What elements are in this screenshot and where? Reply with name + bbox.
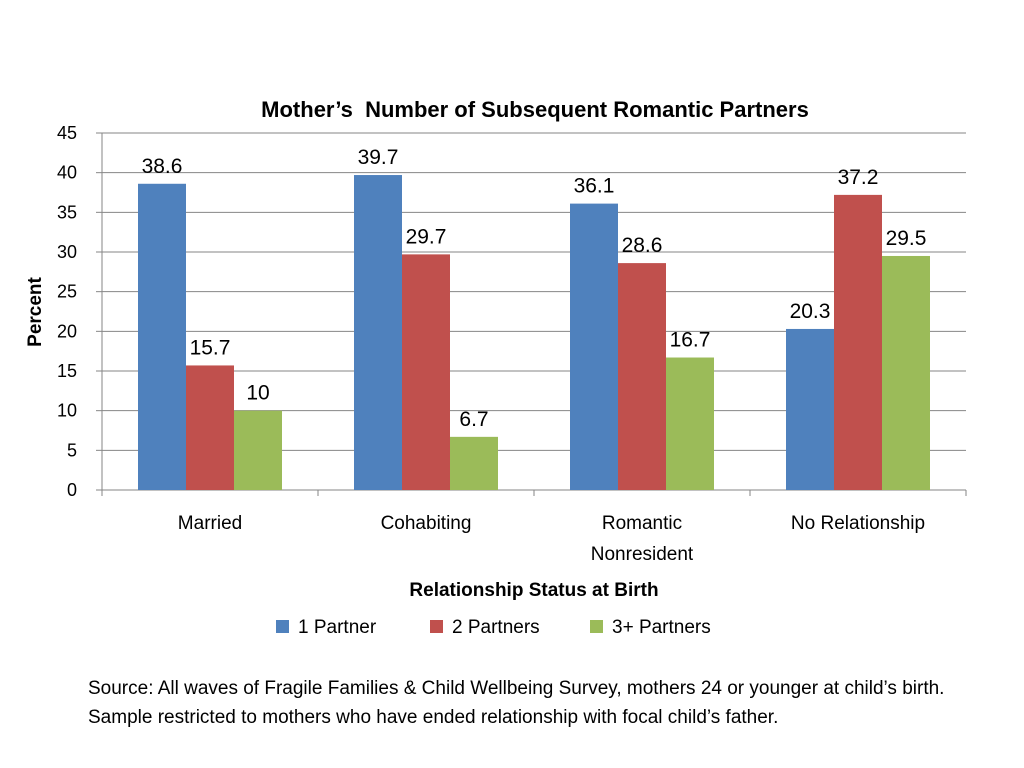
bar-chart: Mother’s Number of Subsequent Romantic P… <box>25 97 967 638</box>
bar <box>234 410 282 490</box>
legend-swatch <box>430 620 443 633</box>
bar <box>186 365 234 490</box>
bar <box>666 357 714 490</box>
data-label: 39.7 <box>358 146 399 169</box>
bar <box>882 255 930 490</box>
legend-label: 2 Partners <box>452 617 540 638</box>
y-tick-label: 45 <box>57 123 77 143</box>
chart-title: Mother’s Number of Subsequent Romantic P… <box>261 97 809 122</box>
legend-swatch <box>590 620 603 633</box>
y-tick-label: 10 <box>57 401 77 421</box>
data-label: 10 <box>246 382 269 405</box>
data-label: 37.2 <box>838 166 879 189</box>
legend-label: 3+ Partners <box>612 617 711 638</box>
bar <box>450 436 498 490</box>
x-category-label: Romantic <box>602 513 682 534</box>
legend-label: 1 Partner <box>298 617 377 638</box>
data-label: 28.6 <box>622 234 663 257</box>
bar <box>570 203 618 490</box>
y-tick-labels: 0 5 10 15 20 25 30 35 40 45 <box>57 123 77 500</box>
x-axis-title: Relationship Status at Birth <box>409 580 658 601</box>
y-tick-label: 0 <box>67 480 77 500</box>
data-label: 29.5 <box>886 227 927 250</box>
data-label: 15.7 <box>190 336 231 359</box>
data-label: 29.7 <box>406 225 447 248</box>
bar <box>138 183 186 491</box>
y-tick-label: 40 <box>57 163 77 183</box>
bar <box>402 254 450 490</box>
bar <box>786 328 834 490</box>
y-tick-label: 25 <box>57 282 77 302</box>
data-labels: 38.6 15.7 10 39.7 29.7 6.7 36.1 28.6 16.7 20.3 37.… <box>142 146 927 431</box>
y-tick-label: 15 <box>57 361 77 381</box>
bars <box>138 175 930 491</box>
y-axis-title: Percent <box>25 276 46 346</box>
bar <box>354 175 402 490</box>
y-tick-label: 5 <box>67 440 77 460</box>
x-category-label: No Relationship <box>791 513 925 534</box>
legend-swatch <box>276 620 289 633</box>
y-tick-label: 20 <box>57 321 77 341</box>
source-note: Source: All waves of Fragile Families & … <box>88 678 945 728</box>
data-label: 20.3 <box>790 300 831 323</box>
data-label: 16.7 <box>670 329 711 352</box>
x-category-labels: Married Cohabiting Romantic Nonresident No R… <box>178 513 925 565</box>
legend: 1 Partner 2 Partners 3+ Partners <box>276 617 711 638</box>
data-label: 6.7 <box>459 408 488 431</box>
data-label: 38.6 <box>142 155 183 178</box>
y-tick-label: 35 <box>57 202 77 222</box>
bar <box>834 194 882 490</box>
data-label: 36.1 <box>574 175 615 198</box>
x-category-label: Nonresident <box>591 544 694 565</box>
x-category-label: Cohabiting <box>381 513 472 534</box>
y-tick-label: 30 <box>57 242 77 262</box>
x-category-label: Married <box>178 513 242 534</box>
bar <box>618 263 666 490</box>
